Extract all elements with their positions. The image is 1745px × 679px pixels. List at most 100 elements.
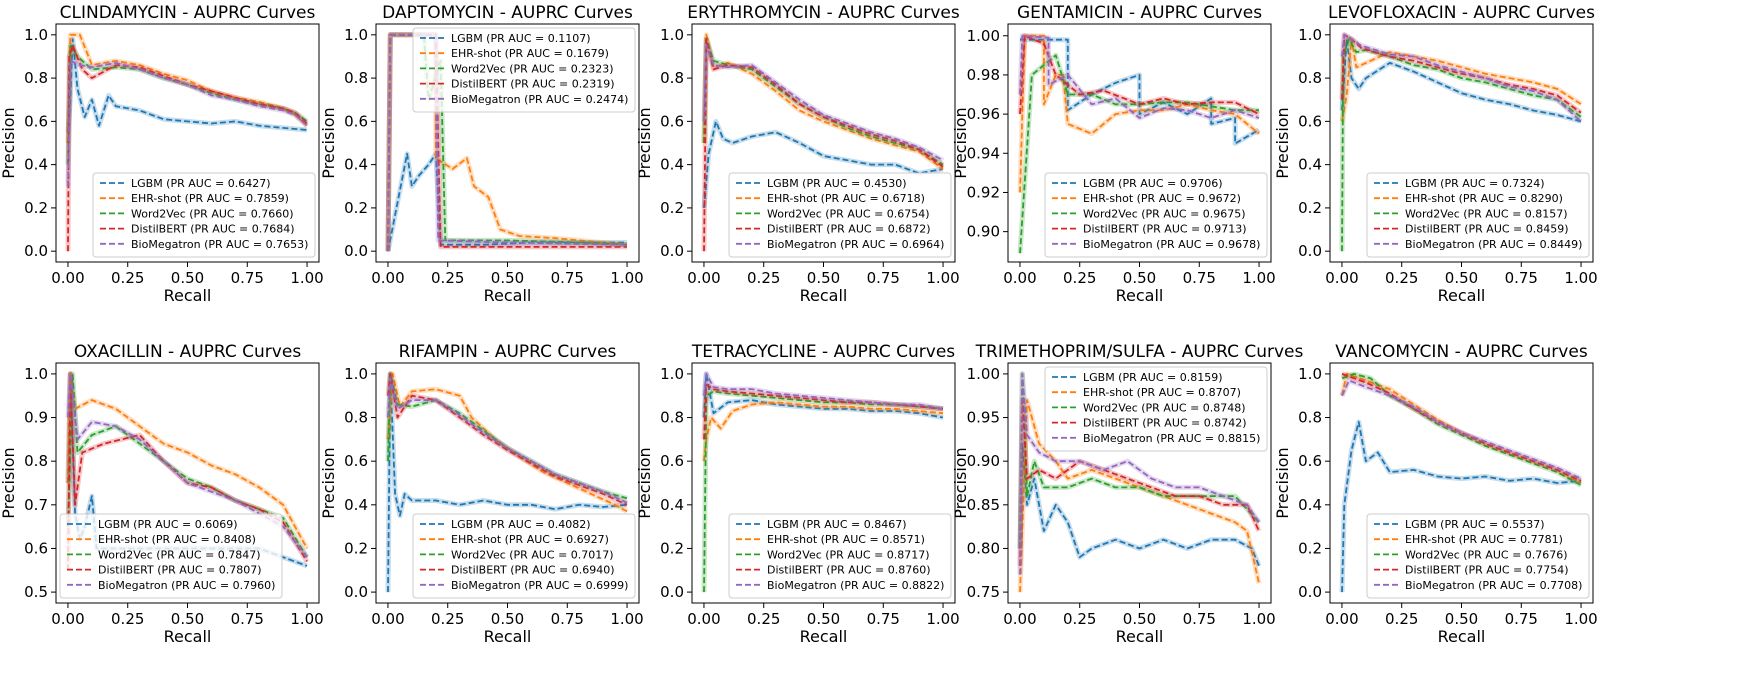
legend-entry: DistilBERT (PR AUC = 0.8459) — [1405, 223, 1569, 236]
legend-entry: Word2Vec (PR AUC = 0.9675) — [1083, 207, 1246, 220]
y-tick-label: 0.0 — [1298, 242, 1322, 260]
y-axis-label: Precision — [319, 107, 338, 178]
legend-box — [1366, 172, 1590, 258]
y-tick-label: 0.2 — [24, 199, 48, 217]
x-tick-label: 1.00 — [290, 610, 323, 628]
y-tick-label: 1.0 — [24, 26, 48, 44]
y-axis-label: Precision — [951, 107, 970, 178]
y-axis-label: Precision — [635, 107, 654, 178]
y-tick-label: 0.6 — [344, 112, 368, 130]
x-axis-label: Recall — [800, 627, 848, 646]
x-tick-label: 0.75 — [1505, 269, 1538, 287]
y-tick-label: 0.6 — [344, 452, 368, 470]
series-line — [387, 373, 628, 593]
y-tick-label: 0.2 — [344, 199, 368, 217]
x-tick-label: 0.50 — [807, 610, 840, 628]
legend-entry: BioMegatron (PR AUC = 0.6999) — [451, 579, 628, 592]
chart-title: DAPTOMYCIN - AUPRC Curves — [382, 3, 633, 23]
y-tick-label: 0.2 — [344, 539, 368, 557]
legend-entry: BioMegatron (PR AUC = 0.7708) — [1405, 579, 1582, 592]
legend: LGBM (PR AUC = 0.6069) EHR-shot (PR AUC =… — [59, 513, 283, 599]
y-tick-label: 0.0 — [1298, 583, 1322, 601]
legend: LGBM (PR AUC = 0.4530) EHR-shot (PR AUC =… — [728, 172, 952, 258]
legend-entry: BioMegatron (PR AUC = 0.8449) — [1405, 238, 1582, 251]
chart-panel: 0.00 0.25 0.50 0.75 1.00 0.0 0.2 0.4 0.6 0.8 1.0 VA… — [1273, 342, 1598, 646]
x-tick-label: 1.00 — [290, 269, 323, 287]
y-axis-label: Precision — [0, 447, 18, 518]
series-line — [1019, 373, 1260, 549]
legend-entry: EHR-shot (PR AUC = 0.8408) — [98, 533, 256, 546]
x-axis-label: Recall — [1116, 286, 1164, 305]
y-tick-label: 0.75 — [967, 583, 1000, 601]
x-tick-label: 0.00 — [371, 610, 404, 628]
x-tick-label: 1.00 — [1242, 269, 1275, 287]
x-tick-label: 0.50 — [1123, 610, 1156, 628]
y-tick-label: 0.4 — [344, 496, 368, 514]
legend-entry: BioMegatron (PR AUC = 0.7653) — [131, 238, 308, 251]
x-tick-label: 0.50 — [1445, 610, 1478, 628]
series-line — [1019, 34, 1260, 115]
y-tick-label: 0.94 — [967, 144, 1000, 162]
x-axis-label: Recall — [164, 627, 212, 646]
x-tick-label: 0.75 — [867, 269, 900, 287]
series-line — [1341, 38, 1582, 122]
x-axis-label: Recall — [484, 286, 532, 305]
legend-box — [1366, 513, 1590, 599]
x-axis-label: Recall — [484, 627, 532, 646]
legend-entry: DistilBERT (PR AUC = 0.2319) — [451, 78, 615, 91]
x-tick-label: 1.00 — [1564, 269, 1597, 287]
y-tick-label: 0.0 — [344, 583, 368, 601]
legend-entry: Word2Vec (PR AUC = 0.8157) — [1405, 207, 1568, 220]
legend-entry: DistilBERT (PR AUC = 0.7754) — [1405, 564, 1569, 577]
chart-title: TRIMETHOPRIM/SULFA - AUPRC Curves — [975, 342, 1304, 362]
x-axis-label: Recall — [1438, 627, 1486, 646]
x-tick-label: 0.25 — [1063, 610, 1096, 628]
y-tick-label: 0.4 — [1298, 496, 1322, 514]
legend-box — [92, 172, 316, 258]
series-band — [385, 375, 629, 505]
legend: LGBM (PR AUC = 0.6427) EHR-shot (PR AUC =… — [92, 172, 316, 258]
y-tick-label: 0.8 — [1298, 69, 1322, 87]
legend-entry: EHR-shot (PR AUC = 0.9672) — [1083, 192, 1241, 205]
legend-box — [728, 172, 952, 258]
series-line — [1020, 38, 1260, 145]
legend-entry: DistilBERT (PR AUC = 0.9713) — [1083, 223, 1247, 236]
legend-entry: LGBM (PR AUC = 0.6069) — [98, 518, 238, 531]
series-line — [387, 33, 628, 252]
y-tick-label: 0.6 — [1298, 112, 1322, 130]
legend-entry: EHR-shot (PR AUC = 0.7781) — [1405, 533, 1563, 546]
x-tick-label: 0.75 — [231, 610, 264, 628]
chart-title: OXACILLIN - AUPRC Curves — [74, 342, 301, 362]
legend-entry: Word2Vec (PR AUC = 0.2323) — [451, 62, 614, 75]
legend-entry: DistilBERT (PR AUC = 0.7684) — [131, 223, 295, 236]
series-line — [67, 59, 308, 187]
legend-entry: EHR-shot (PR AUC = 0.6927) — [451, 533, 609, 546]
legend-entry: LGBM (PR AUC = 0.4082) — [451, 518, 591, 531]
chart-title: GENTAMICIN - AUPRC Curves — [1017, 3, 1262, 23]
x-tick-label: 0.25 — [1385, 269, 1418, 287]
legend-entry: EHR-shot (PR AUC = 0.8707) — [1083, 386, 1241, 399]
legend-entry: EHR-shot (PR AUC = 0.8290) — [1405, 192, 1563, 205]
x-tick-label: 0.00 — [687, 269, 720, 287]
legend-entry: DistilBERT (PR AUC = 0.6940) — [451, 564, 615, 577]
x-tick-label: 0.75 — [1183, 610, 1216, 628]
legend: LGBM (PR AUC = 0.7324) EHR-shot (PR AUC =… — [1366, 172, 1590, 258]
series-line — [1341, 33, 1582, 123]
series-group — [1017, 33, 1261, 254]
series-band — [701, 32, 945, 172]
legend-entry: EHR-shot (PR AUC = 0.7859) — [131, 192, 289, 205]
y-axis-label: Precision — [1273, 447, 1292, 518]
chart-panel: 0.00 0.25 0.50 0.75 1.00 0.0 0.2 0.4 0.6 0.8 1.0 RI… — [319, 342, 644, 646]
legend-entry: DistilBERT (PR AUC = 0.8760) — [767, 564, 931, 577]
x-axis-label: Recall — [800, 286, 848, 305]
x-tick-label: 1.00 — [610, 610, 643, 628]
x-tick-label: 0.25 — [747, 610, 780, 628]
chart-title: TETRACYCLINE - AUPRC Curves — [691, 342, 955, 362]
chart-title: LEVOFLOXACIN - AUPRC Curves — [1328, 3, 1595, 23]
series-line — [703, 44, 944, 162]
legend-entry: Word2Vec (PR AUC = 0.8748) — [1083, 401, 1246, 414]
legend-entry: BioMegatron (PR AUC = 0.8822) — [767, 579, 944, 592]
y-tick-label: 0.6 — [660, 112, 684, 130]
legend-entry: BioMegatron (PR AUC = 0.7960) — [98, 579, 275, 592]
legend-entry: EHR-shot (PR AUC = 0.1679) — [451, 47, 609, 60]
